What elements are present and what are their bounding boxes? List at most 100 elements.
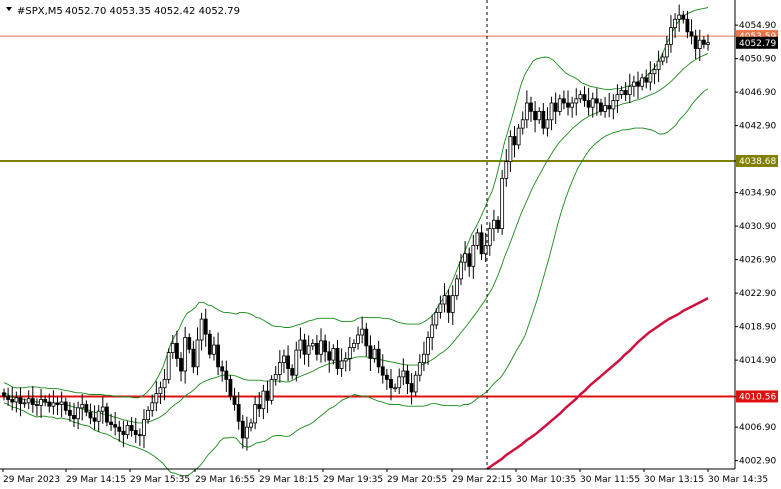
candle-body — [282, 355, 286, 364]
candle — [677, 4, 682, 32]
candle — [603, 97, 607, 118]
candle-body — [212, 344, 216, 355]
candle — [203, 308, 208, 347]
candle — [364, 322, 369, 357]
candle — [500, 170, 505, 235]
dropdown-arrow-icon[interactable] — [6, 7, 12, 11]
candle-body — [232, 395, 237, 405]
candle-body — [496, 219, 500, 230]
candle — [380, 354, 385, 384]
candle — [619, 86, 624, 99]
candle — [487, 222, 492, 256]
ohlc-label: 4052.70 4053.35 4052.42 4052.79 — [65, 6, 240, 17]
candle — [446, 289, 451, 323]
candle-body — [669, 27, 673, 45]
candle — [664, 36, 669, 64]
candle-body — [586, 100, 591, 108]
candle-body — [545, 119, 550, 129]
candle — [335, 340, 340, 375]
candle-body — [389, 378, 393, 389]
candle — [599, 98, 603, 116]
candle-body — [249, 422, 253, 428]
candle-body — [72, 414, 76, 420]
bollinger-bands — [3, 7, 709, 477]
candle-body — [150, 402, 155, 411]
candle — [343, 352, 348, 372]
candle-body — [603, 105, 607, 112]
candle-body — [298, 339, 303, 351]
candle-body — [553, 102, 558, 112]
candle-body — [310, 342, 315, 347]
candle — [199, 312, 204, 351]
candle-body — [570, 102, 575, 108]
candle — [681, 10, 686, 24]
candle — [47, 393, 52, 413]
candle — [175, 330, 179, 367]
candle-body — [471, 244, 476, 267]
candle-body — [636, 81, 640, 87]
candle — [372, 345, 377, 363]
candle — [549, 96, 554, 131]
candle-body — [162, 378, 167, 389]
candle-body — [590, 98, 595, 108]
candle-body — [397, 376, 402, 389]
candle — [319, 328, 323, 363]
candle-body — [195, 339, 200, 368]
candle-body — [487, 228, 492, 246]
candle — [434, 308, 439, 330]
candle — [150, 394, 155, 417]
candle-body — [417, 362, 422, 376]
candle — [117, 420, 122, 442]
candle — [541, 103, 546, 135]
candle-body — [142, 419, 146, 436]
candle — [310, 339, 315, 351]
candle-body — [14, 397, 19, 403]
candle — [166, 348, 171, 384]
candle — [269, 375, 274, 405]
candle — [529, 96, 533, 122]
candle — [67, 402, 72, 422]
candle — [113, 412, 118, 436]
candle — [331, 344, 336, 365]
candle-body — [549, 102, 554, 121]
candle-body — [352, 342, 356, 348]
candle-body — [689, 31, 694, 37]
candle — [59, 391, 64, 418]
y-tick-label: 4050.90 — [739, 55, 776, 65]
candle-body — [327, 351, 332, 361]
candle-body — [26, 398, 31, 404]
y-tick-label: 4006.90 — [739, 423, 776, 433]
candle — [582, 86, 587, 107]
candle — [187, 333, 192, 354]
candle — [55, 396, 60, 415]
candle-body — [463, 253, 467, 263]
x-tick-label: 29 Mar 15:35 — [130, 475, 190, 485]
candle-body — [146, 409, 150, 420]
candle — [533, 100, 537, 133]
candle-body — [652, 69, 657, 75]
candle — [146, 406, 150, 424]
candle-body — [467, 253, 472, 267]
candle-body — [454, 278, 459, 297]
candle-body — [380, 366, 385, 376]
candle-body — [644, 77, 649, 83]
candle-body — [434, 311, 439, 326]
bollinger-upper-line — [3, 7, 709, 399]
candle — [96, 404, 101, 432]
candle-body — [294, 349, 299, 376]
candle-body — [109, 421, 113, 426]
y-tick-label: 4030.90 — [739, 222, 776, 232]
candle-body — [22, 402, 27, 405]
candle-body — [413, 374, 418, 393]
candle-body — [113, 424, 118, 428]
candle — [100, 396, 105, 424]
candle — [516, 123, 521, 150]
candle-body — [96, 410, 101, 422]
candles — [2, 4, 710, 451]
candle-body — [384, 374, 389, 380]
candle-body — [105, 406, 109, 423]
candle-body — [339, 360, 344, 369]
candle-body — [660, 56, 665, 62]
candle-body — [47, 401, 52, 407]
